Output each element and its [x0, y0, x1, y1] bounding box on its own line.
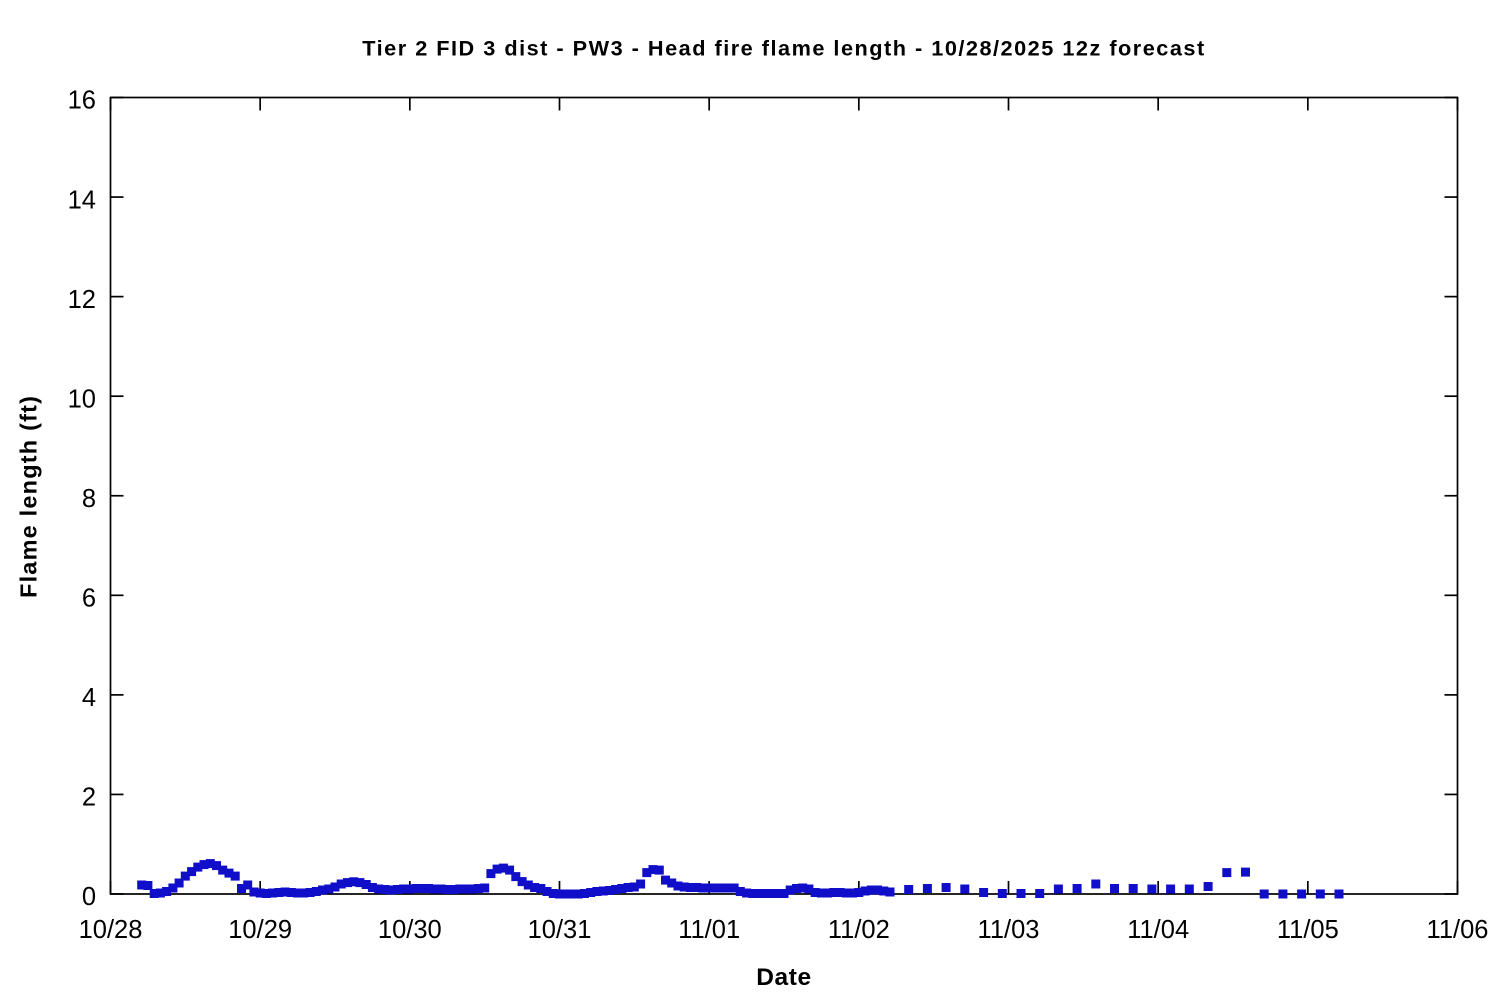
svg-text:Flame length (ft): Flame length (ft) — [16, 395, 42, 598]
svg-text:11/02: 11/02 — [828, 916, 890, 944]
svg-text:10/31: 10/31 — [528, 916, 592, 944]
svg-text:10/29: 10/29 — [228, 916, 292, 944]
svg-text:16: 16 — [68, 87, 96, 115]
svg-text:10/28: 10/28 — [79, 916, 143, 944]
svg-text:11/03: 11/03 — [978, 916, 1040, 944]
svg-text:11/05: 11/05 — [1277, 916, 1339, 944]
svg-text:11/01: 11/01 — [678, 916, 740, 944]
svg-text:2: 2 — [82, 784, 96, 812]
svg-text:4: 4 — [82, 684, 96, 712]
svg-text:10: 10 — [68, 385, 96, 413]
svg-text:10/30: 10/30 — [378, 916, 442, 944]
svg-text:12: 12 — [68, 286, 96, 314]
svg-text:11/06: 11/06 — [1427, 916, 1489, 944]
svg-text:8: 8 — [82, 485, 96, 513]
svg-text:14: 14 — [68, 186, 96, 214]
svg-text:Tier 2 FID 3 dist - PW3 - Head: Tier 2 FID 3 dist - PW3 - Head fire flam… — [362, 35, 1205, 60]
svg-text:6: 6 — [82, 585, 96, 613]
svg-text:0: 0 — [82, 883, 96, 911]
svg-text:Date: Date — [756, 964, 812, 991]
svg-text:11/04: 11/04 — [1127, 916, 1189, 944]
